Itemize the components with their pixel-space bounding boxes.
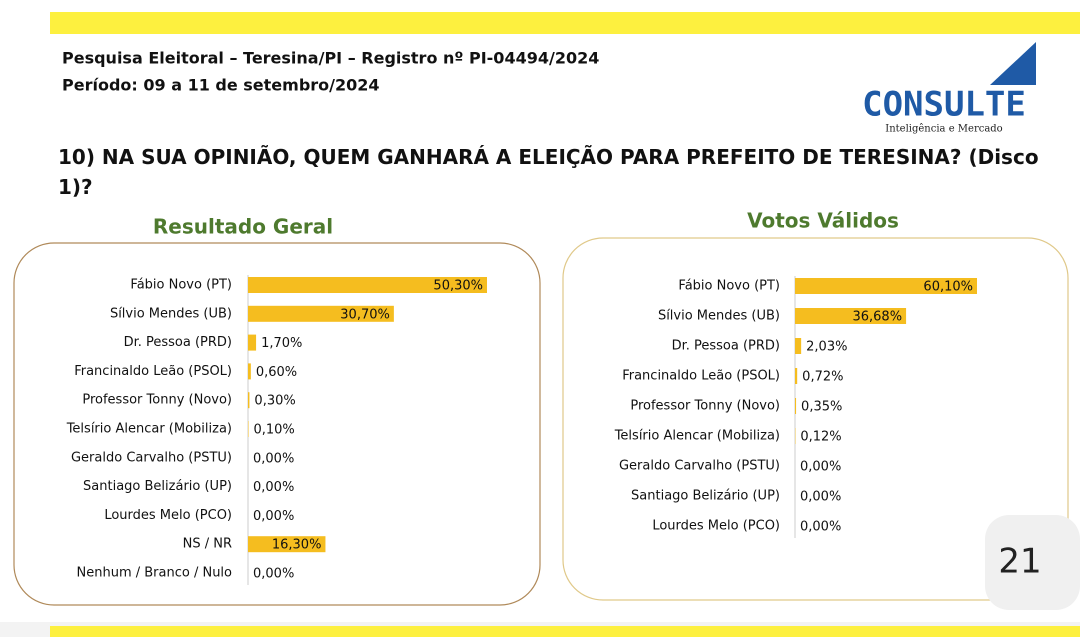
category-label: Dr. Pessoa (PRD) (124, 335, 232, 350)
value-label: 0,00% (253, 509, 294, 524)
question-box: 10) NA SUA OPINIÃO, QUEM GANHARÁ A ELEIÇ… (58, 142, 1068, 206)
value-label: 0,00% (253, 451, 294, 466)
category-label: Fábio Novo (PT) (678, 279, 780, 294)
category-label: Santiago Belizário (UP) (83, 479, 232, 494)
value-label: 30,70% (340, 307, 390, 322)
category-label: Telsírio Alencar (Mobiliza) (614, 429, 780, 444)
value-label: 60,10% (923, 280, 973, 295)
header-line: Pesquisa Eleitoral – Teresina/PI – Regis… (62, 49, 599, 68)
bar (795, 368, 797, 384)
value-label: 1,70% (261, 336, 302, 351)
bar (248, 335, 256, 351)
chart-title: Votos Válidos (747, 209, 899, 233)
value-label: 0,72% (802, 370, 843, 385)
category-label: Geraldo Carvalho (PSTU) (619, 459, 780, 474)
value-label: 0,00% (800, 490, 841, 505)
value-label: 16,30% (272, 538, 322, 553)
category-label: Nenhum / Branco / Nulo (77, 566, 233, 581)
category-label: NS / NR (183, 537, 232, 552)
value-label: 2,03% (806, 340, 847, 355)
value-label: 50,30% (433, 279, 483, 294)
category-label: Lourdes Melo (PCO) (104, 508, 232, 523)
logo-name: CONSULTE (862, 85, 1026, 125)
question: 10) NA SUA OPINIÃO, QUEM GANHARÁ A ELEIÇ… (58, 142, 1068, 202)
logo-tagline: Inteligência e Mercado (885, 124, 1002, 135)
header-line: Período: 09 a 11 de setembro/2024 (62, 76, 380, 95)
category-label: Professor Tonny (Novo) (82, 393, 232, 408)
bottom-stripe (50, 626, 1080, 637)
bar (795, 398, 796, 414)
value-label: 0,00% (800, 460, 841, 475)
value-label: 0,00% (253, 480, 294, 495)
category-label: Lourdes Melo (PCO) (652, 519, 780, 534)
value-label: 0,10% (253, 423, 294, 438)
value-label: 0,30% (254, 394, 295, 409)
category-label: Sílvio Mendes (UB) (110, 306, 232, 321)
category-label: Geraldo Carvalho (PSTU) (71, 450, 232, 465)
category-label: Sílvio Mendes (UB) (658, 309, 780, 324)
bar (248, 392, 249, 408)
category-label: Telsírio Alencar (Mobiliza) (66, 422, 232, 437)
top-stripe (50, 12, 1080, 34)
value-label: 0,60% (256, 365, 297, 380)
value-label: 0,35% (801, 400, 842, 415)
category-label: Santiago Belizário (UP) (631, 489, 780, 504)
value-label: 0,00% (800, 520, 841, 535)
bar (795, 338, 801, 354)
chart-title: Resultado Geral (153, 215, 333, 239)
category-label: Francinaldo Leão (PSOL) (622, 369, 780, 384)
category-label: Professor Tonny (Novo) (630, 399, 780, 414)
category-label: Dr. Pessoa (PRD) (672, 339, 780, 354)
category-label: Fábio Novo (PT) (130, 278, 232, 293)
category-label: Francinaldo Leão (PSOL) (74, 364, 232, 379)
value-label: 0,00% (253, 567, 294, 582)
value-label: 36,68% (852, 310, 902, 325)
page-number: 21 (998, 542, 1041, 582)
bar (248, 363, 251, 379)
value-label: 0,12% (800, 430, 841, 445)
